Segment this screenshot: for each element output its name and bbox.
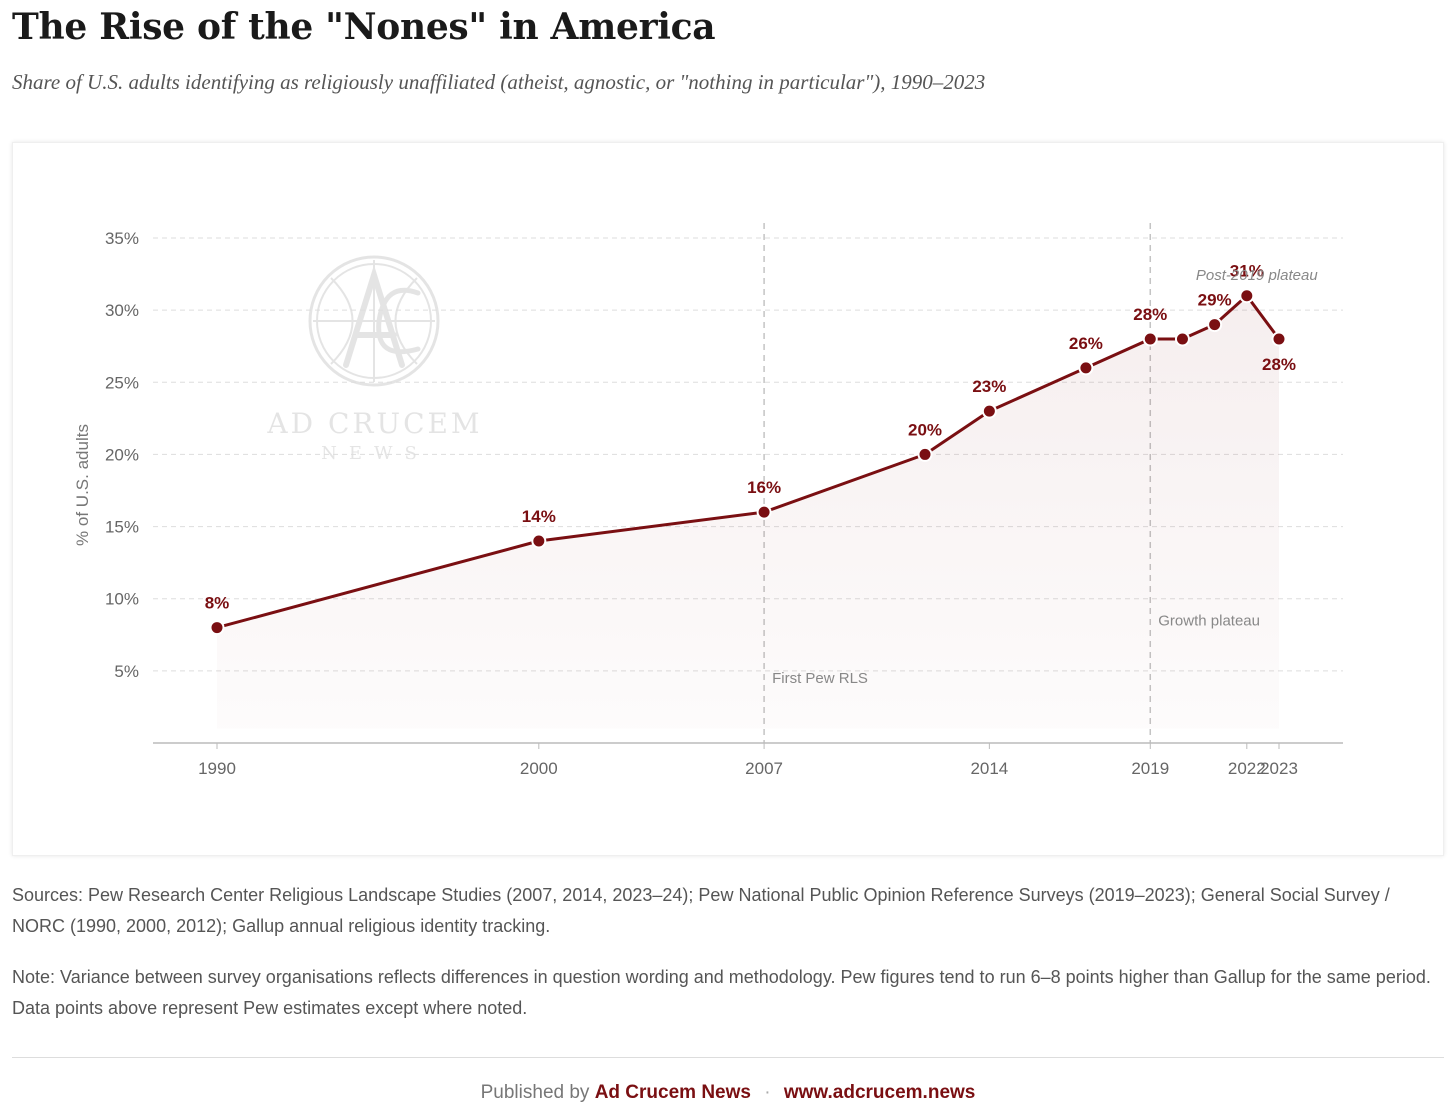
watermark-logo: AD CRUCEM NEWS [266,255,482,464]
watermark-seal-icon [308,255,440,387]
data-point [1239,288,1255,304]
annotations: First Pew RLS Growth plateau Post-2019 pla… [772,267,1318,687]
note-text: Note: Variance between survey organisati… [12,967,1431,1018]
data-label: 28% [1133,305,1167,324]
data-label: 23% [972,377,1006,396]
data-point [917,446,933,462]
y-tick-label: 5% [114,662,139,681]
data-point [1207,317,1223,333]
data-label: 29% [1198,291,1232,310]
line-chart: AD CRUCEM NEWS 5% 10% 15% 20% 25% 30% 35% 1990… [73,223,1343,778]
footer-brand-link[interactable]: Ad Crucem News [594,1082,751,1103]
y-tick-label: 30% [105,301,139,320]
data-point [1078,360,1094,376]
footer-separator: · [764,1082,771,1103]
footer-prefix: Published by [480,1082,590,1103]
data-label: 28% [1262,355,1296,374]
y-tick-label: 20% [105,445,139,464]
x-tick-label: 2023 [1260,759,1298,778]
data-point [209,620,225,636]
watermark-sub: NEWS [321,443,429,464]
x-tick-label: 2019 [1131,759,1169,778]
chart-card: AD CRUCEM NEWS 5% 10% 15% 20% 25% 30% 35% 1990… [12,142,1444,856]
sources-text: Sources: Pew Research Center Religious L… [12,885,1390,936]
y-axis-label: % of U.S. adults [73,424,92,546]
annotation-label: Growth plateau [1158,612,1260,629]
y-tick-label: 25% [105,373,139,392]
annotation-label: First Pew RLS [772,670,868,687]
x-tick-label: 2000 [520,759,558,778]
watermark-name: AD CRUCEM [266,407,482,440]
annotation-label: Post-2019 plateau [1196,267,1318,284]
data-points [209,288,1287,636]
page-title: The Rise of the "Nones" in America [12,6,716,48]
area-fill [217,295,1279,729]
y-tick-label: 15% [105,518,139,537]
data-label: 16% [747,478,781,497]
data-label: 31% [1230,262,1264,281]
x-tick-label: 2007 [745,759,783,778]
data-label: 8% [205,594,230,613]
data-point [1271,331,1287,347]
y-tick-label: 10% [105,590,139,609]
data-labels: 8% 14% 16% 20% 23% 26% 28% 29% 31% 28% [205,262,1296,613]
data-point [1174,331,1190,347]
data-label: 20% [908,420,942,439]
footer: Published by Ad Crucem News · www.adcruc… [0,1082,1456,1104]
data-label: 26% [1069,334,1103,353]
footer-divider [12,1057,1444,1058]
footer-url-link[interactable]: www.adcrucem.news [783,1082,976,1103]
data-point [756,504,772,520]
data-point [531,533,547,549]
x-tick-label: 2014 [970,759,1008,778]
page-subtitle: Share of U.S. adults identifying as reli… [12,70,986,94]
y-tick-label: 35% [105,229,139,248]
x-tick-label: 1990 [198,759,236,778]
data-point [1142,331,1158,347]
data-label: 14% [522,507,556,526]
data-point [981,403,997,419]
x-tick-label: 2022 [1228,759,1266,778]
